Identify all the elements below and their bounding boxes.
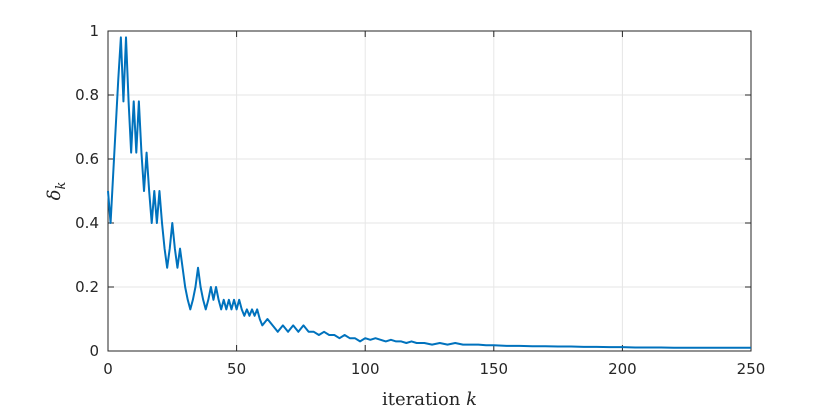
y-tick-labels: 0 0.2 0.4 0.6 0.8 1 <box>75 22 99 360</box>
x-tick-label: 50 <box>227 360 246 378</box>
series-group <box>107 36 751 349</box>
y-axis-title-symbol: δ <box>44 190 65 201</box>
y-axis-title-subscript: k <box>54 182 69 190</box>
axis-ticks <box>107 30 752 352</box>
y-tick-label: 1 <box>89 22 99 40</box>
x-axis-title: iteration k <box>382 389 477 410</box>
y-tick-label: 0.6 <box>75 150 99 168</box>
x-axis-title-text: iteration <box>382 389 466 410</box>
y-tick-label: 0 <box>89 342 99 360</box>
x-axis-title-variable: k <box>466 389 477 410</box>
y-tick-label: 0.4 <box>75 214 99 232</box>
x-tick-label: 0 <box>103 360 113 378</box>
x-tick-label: 200 <box>608 360 637 378</box>
y-axis-title: δk <box>44 182 69 201</box>
x-tick-label: 150 <box>479 360 508 378</box>
plot-area <box>108 31 751 351</box>
x-tick-label: 100 <box>351 360 380 378</box>
x-tick-label: 250 <box>737 360 766 378</box>
y-tick-label: 0.8 <box>75 86 99 104</box>
series-line <box>107 36 751 349</box>
y-tick-label: 0.2 <box>75 278 99 296</box>
x-tick-labels: 0 50 100 150 200 250 <box>103 360 765 378</box>
